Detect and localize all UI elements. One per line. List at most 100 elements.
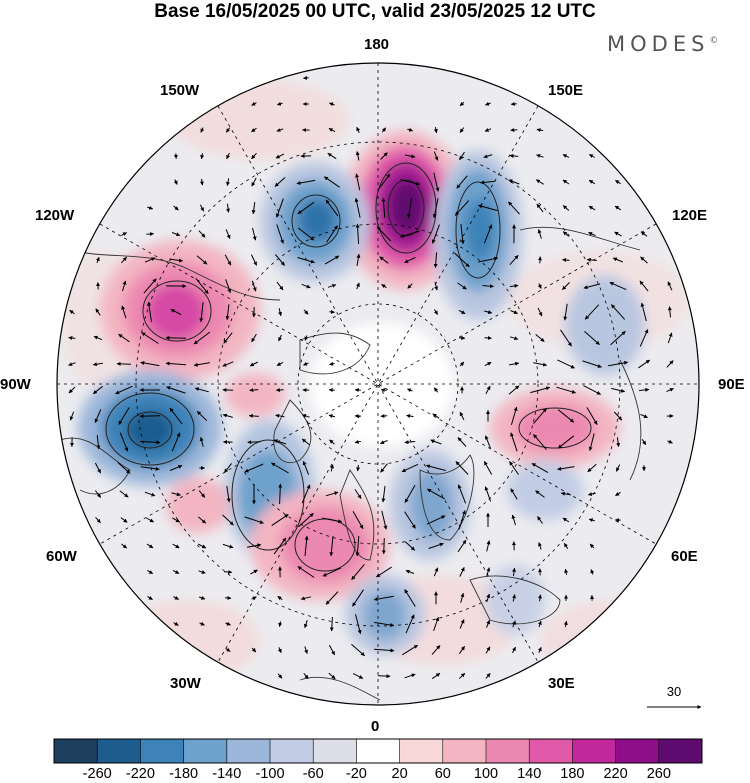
wind-vector	[380, 388, 387, 393]
wind-vector	[244, 463, 264, 473]
wind-vector	[352, 589, 364, 607]
contour-lines	[105, 162, 592, 572]
wind-vector	[121, 232, 128, 237]
wind-vector	[483, 154, 493, 159]
wind-vector	[355, 151, 360, 161]
wind-vector	[586, 407, 598, 425]
wind-vector	[94, 490, 102, 498]
wind-vector	[433, 172, 440, 192]
wind-vector	[355, 614, 362, 635]
wind-vector	[402, 644, 419, 656]
wind-vector	[351, 643, 365, 657]
colorbar-tick-label: -180	[169, 766, 199, 782]
wind-vector	[68, 362, 76, 366]
wind-vector	[537, 283, 542, 289]
wind-vector	[614, 205, 622, 211]
wind-vector	[96, 434, 101, 450]
wind-vector	[326, 225, 338, 243]
wind-vector	[484, 310, 493, 315]
wind-vector	[147, 569, 154, 575]
wind-vector	[401, 463, 419, 473]
wind-vector	[329, 361, 335, 366]
wind-vector	[222, 413, 233, 418]
wind-vector	[225, 279, 232, 294]
wind-vector	[276, 361, 284, 367]
wind-vector	[400, 230, 420, 238]
wind-vector	[459, 151, 465, 161]
wind-vector	[325, 199, 339, 217]
wind-vector	[351, 563, 365, 581]
wind-vector	[404, 511, 416, 529]
wind-vector	[430, 439, 442, 445]
wind-vector	[226, 485, 231, 503]
wind-vector	[533, 362, 548, 367]
colorbar-tick-label: -60	[302, 766, 324, 782]
wind-vector	[638, 359, 651, 369]
colorbar-tick-label: 140	[517, 766, 542, 782]
wind-vector	[404, 589, 416, 607]
wind-vector	[433, 151, 439, 161]
wind-vector	[512, 646, 516, 654]
wind-vector	[583, 385, 601, 395]
wind-vector	[511, 514, 516, 526]
wind-vector	[68, 386, 76, 394]
wind-vector	[666, 360, 674, 368]
wind-vector	[639, 329, 649, 347]
wind-vector	[431, 672, 441, 680]
colorbar-swatch	[442, 739, 487, 763]
wind-vector	[251, 101, 257, 106]
wind-vector	[509, 336, 519, 341]
wind-vector	[330, 464, 334, 472]
wind-vector	[117, 462, 131, 474]
wind-vector	[459, 411, 465, 421]
wind-vector	[197, 516, 207, 524]
wind-vector	[92, 385, 104, 395]
wind-vector	[380, 439, 388, 445]
wind-vector	[275, 153, 285, 159]
wind-vector	[249, 388, 259, 393]
wind-vector	[193, 331, 211, 345]
wind-vector	[538, 542, 542, 550]
wind-vector	[667, 281, 673, 291]
wind-vector	[486, 567, 491, 577]
colorbar-tick-label: -100	[255, 766, 285, 782]
wind-vector	[173, 179, 178, 185]
wind-vector	[379, 256, 389, 264]
wind-vector	[406, 414, 414, 418]
wind-vector	[562, 154, 570, 158]
wind-vector	[564, 568, 569, 576]
wind-vector	[667, 332, 673, 344]
wind-vector	[296, 179, 316, 185]
wind-vector	[562, 517, 570, 523]
wind-vector	[584, 304, 600, 320]
wind-vector	[458, 672, 466, 680]
wind-vector	[460, 592, 465, 603]
wind-vector	[407, 283, 413, 289]
wind-vector	[93, 335, 103, 341]
wind-vector	[139, 440, 161, 445]
wind-vector	[222, 543, 234, 549]
wind-vector	[275, 413, 285, 418]
wind-vector	[405, 569, 415, 574]
wind-vector	[616, 437, 621, 448]
wind-vector	[533, 408, 547, 424]
wind-vector	[404, 256, 416, 264]
wind-vector	[509, 153, 519, 158]
wind-vector	[171, 232, 181, 237]
wind-vector	[169, 258, 183, 263]
wind-vector	[251, 333, 257, 343]
colorbar-swatch	[270, 739, 314, 763]
wind-vector	[94, 462, 102, 474]
wind-vector	[615, 179, 621, 185]
wind-vector	[562, 258, 570, 262]
wind-vector	[252, 227, 257, 241]
wind-vector	[356, 464, 361, 472]
lon-label-120e: 120E	[672, 207, 708, 224]
wind-vector	[508, 179, 520, 185]
wind-vector	[328, 644, 336, 656]
wind-vector	[247, 440, 261, 445]
wind-vector	[432, 198, 439, 219]
wind-vector	[434, 281, 439, 291]
wind-vector	[373, 595, 394, 602]
wind-vector	[380, 463, 388, 473]
